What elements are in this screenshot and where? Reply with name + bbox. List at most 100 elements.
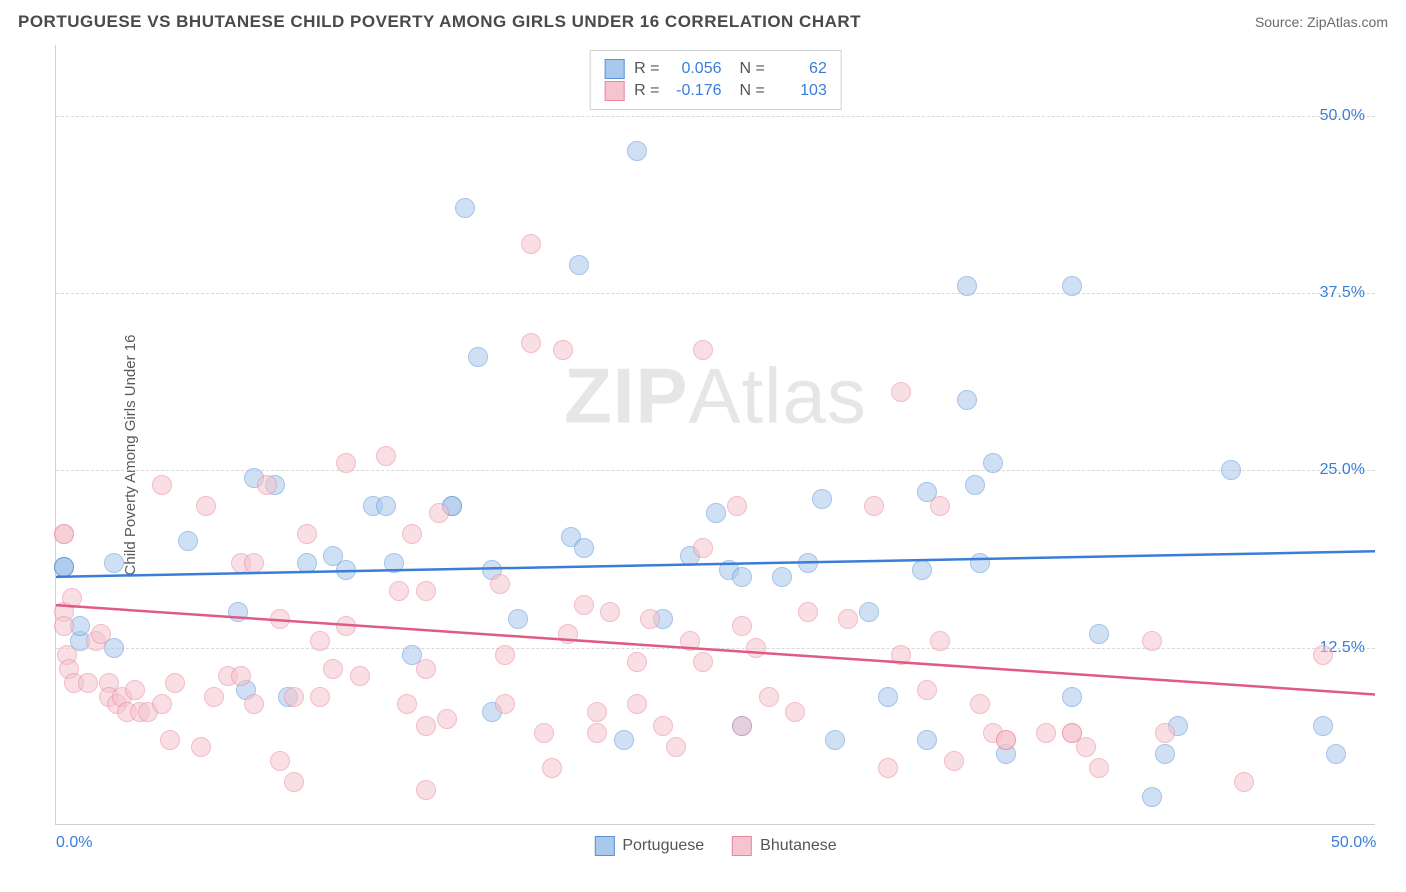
data-point: [416, 581, 436, 601]
data-point: [54, 524, 74, 544]
legend-swatch: [604, 81, 624, 101]
data-point: [297, 524, 317, 544]
plot-area: ZIPAtlas 12.5%25.0%37.5%50.0%0.0%50.0%R …: [55, 45, 1375, 825]
data-point: [376, 496, 396, 516]
data-point: [104, 553, 124, 573]
data-point: [490, 574, 510, 594]
gridline: [56, 648, 1375, 649]
data-point: [957, 276, 977, 296]
data-point: [54, 557, 74, 577]
source-label: Source: ZipAtlas.com: [1255, 14, 1388, 30]
data-point: [62, 588, 82, 608]
data-point: [746, 638, 766, 658]
data-point: [495, 694, 515, 714]
data-point: [244, 553, 264, 573]
data-point: [587, 723, 607, 743]
data-point: [1062, 687, 1082, 707]
legend-swatch: [604, 59, 624, 79]
y-tick-label: 37.5%: [1320, 284, 1365, 302]
data-point: [732, 567, 752, 587]
watermark: ZIPAtlas: [564, 350, 867, 441]
data-point: [178, 531, 198, 551]
series-name: Bhutanese: [760, 837, 837, 855]
data-point: [228, 602, 248, 622]
data-point: [878, 758, 898, 778]
data-point: [270, 751, 290, 771]
data-point: [437, 709, 457, 729]
data-point: [1313, 716, 1333, 736]
data-point: [297, 553, 317, 573]
data-point: [891, 645, 911, 665]
data-point: [798, 553, 818, 573]
data-point: [759, 687, 779, 707]
data-point: [336, 453, 356, 473]
data-point: [1089, 624, 1109, 644]
data-point: [1142, 787, 1162, 807]
data-point: [152, 694, 172, 714]
data-point: [558, 624, 578, 644]
data-point: [600, 602, 620, 622]
data-point: [310, 687, 330, 707]
series-name: Portuguese: [622, 837, 704, 855]
y-tick-label: 50.0%: [1320, 107, 1365, 125]
chart-title: PORTUGUESE VS BHUTANESE CHILD POVERTY AM…: [18, 12, 861, 32]
data-point: [389, 581, 409, 601]
data-point: [1036, 723, 1056, 743]
data-point: [965, 475, 985, 495]
data-point: [706, 503, 726, 523]
stats-legend-row: R =-0.176N =103: [604, 81, 827, 101]
data-point: [160, 730, 180, 750]
data-point: [1089, 758, 1109, 778]
data-point: [812, 489, 832, 509]
gridline: [56, 116, 1375, 117]
data-point: [627, 141, 647, 161]
data-point: [1313, 645, 1333, 665]
data-point: [772, 567, 792, 587]
data-point: [125, 680, 145, 700]
stat-n-label: N =: [740, 82, 765, 100]
data-point: [917, 680, 937, 700]
data-point: [231, 666, 251, 686]
series-legend-item: Portuguese: [594, 836, 704, 856]
data-point: [912, 560, 932, 580]
data-point: [429, 503, 449, 523]
data-point: [402, 524, 422, 544]
series-legend: Portuguese Bhutanese: [594, 836, 836, 856]
data-point: [970, 694, 990, 714]
data-point: [727, 496, 747, 516]
data-point: [970, 553, 990, 573]
data-point: [310, 631, 330, 651]
stat-n-label: N =: [740, 60, 765, 78]
x-tick-label: 50.0%: [1331, 834, 1376, 852]
data-point: [1155, 744, 1175, 764]
gridline: [56, 293, 1375, 294]
data-point: [878, 687, 898, 707]
data-point: [508, 609, 528, 629]
stat-r-value: 0.056: [670, 60, 722, 78]
data-point: [1221, 460, 1241, 480]
data-point: [521, 333, 541, 353]
data-point: [204, 687, 224, 707]
data-point: [165, 673, 185, 693]
data-point: [542, 758, 562, 778]
data-point: [574, 595, 594, 615]
x-tick-label: 0.0%: [56, 834, 92, 852]
data-point: [284, 772, 304, 792]
data-point: [930, 631, 950, 651]
data-point: [574, 538, 594, 558]
data-point: [798, 602, 818, 622]
data-point: [653, 716, 673, 736]
stat-n-value: 103: [775, 82, 827, 100]
data-point: [666, 737, 686, 757]
data-point: [627, 694, 647, 714]
watermark-bold: ZIP: [564, 351, 688, 439]
data-point: [397, 694, 417, 714]
data-point: [495, 645, 515, 665]
data-point: [455, 198, 475, 218]
data-point: [376, 446, 396, 466]
y-tick-label: 25.0%: [1320, 461, 1365, 479]
data-point: [732, 716, 752, 736]
data-point: [957, 390, 977, 410]
data-point: [732, 616, 752, 636]
data-point: [91, 624, 111, 644]
